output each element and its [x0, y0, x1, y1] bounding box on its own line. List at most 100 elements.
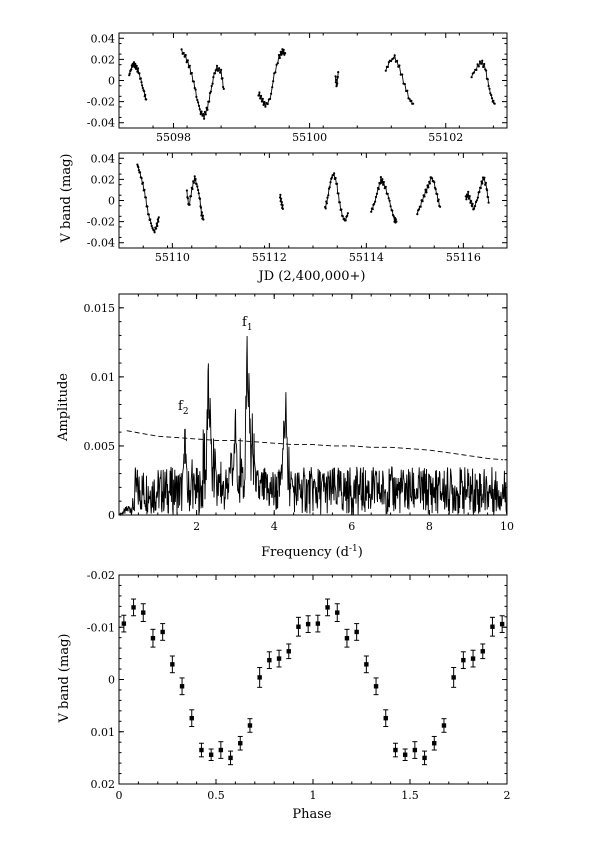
lc1-data-point: [278, 56, 281, 60]
lc1-data-point: [197, 104, 201, 107]
lc2-data-point: [136, 163, 139, 166]
lc1-data-point: [131, 62, 134, 65]
lc1-data-point: [284, 52, 287, 55]
lc2-data-point: [374, 195, 378, 199]
phase-data-point: [335, 610, 340, 615]
peak-label-f1: f1: [242, 315, 253, 333]
lc2-data-point: [479, 186, 482, 190]
phase-data-point: [238, 741, 243, 746]
lc2-data-point: [474, 200, 478, 204]
lc2-data-point: [475, 199, 478, 202]
lc2-data-point: [346, 214, 349, 217]
lc2-data-point: [156, 218, 159, 221]
lc2-xtick-label: 55112: [252, 251, 287, 264]
lc1-data-point: [186, 59, 189, 62]
lc2-data-point: [281, 207, 284, 210]
lc1-data-point: [384, 69, 387, 72]
phase-data-point: [189, 715, 194, 721]
lc2-data-point: [384, 185, 387, 188]
periodogram-xtick-label: 10: [500, 520, 514, 533]
lc2-data-point: [382, 180, 385, 184]
lc2-data-point: [471, 202, 474, 205]
lc1-data-point: [490, 97, 494, 100]
lc2-data-point: [375, 192, 379, 195]
lc2-ytick-label: 0: [108, 195, 115, 208]
lc2-ytick-label: -0.04: [87, 237, 115, 250]
lc1-data-point: [219, 71, 222, 74]
lc1-data-point: [263, 100, 266, 104]
lc2-data-point: [137, 169, 140, 172]
lc1-ytick-label: -0.04: [87, 117, 115, 130]
shared-ylabel-top: V band (mag): [59, 154, 74, 244]
lc1-data-point: [222, 85, 225, 89]
lc1-data-point: [215, 68, 218, 71]
periodogram-ytick-label: 0.01: [91, 371, 116, 384]
lc1-data-point: [478, 60, 481, 63]
lc2-data-point: [464, 195, 467, 198]
lc2-data-point: [280, 201, 283, 204]
lc2-data-point: [200, 211, 203, 214]
lc2-data-point: [334, 176, 337, 180]
lc1-data-point: [259, 97, 262, 100]
phase-xtick-label: 1: [310, 789, 317, 802]
lc2-data-point: [421, 200, 424, 203]
lc2-data-point: [381, 178, 384, 181]
lc2-data-point: [324, 207, 327, 210]
lc2-data-point: [487, 201, 490, 204]
lc2-data-point: [394, 218, 397, 221]
lc1-ytick-label: 0: [108, 75, 115, 88]
lc2-data-point: [198, 197, 202, 200]
lc1-data-point: [196, 98, 199, 102]
lc2-data-point: [484, 183, 487, 186]
phase-xtick-label: 0: [116, 789, 123, 802]
phase-data-point: [179, 684, 185, 689]
lc2-data-point: [338, 201, 341, 204]
lc1-data-point: [482, 65, 485, 69]
lc1-data-point: [472, 71, 476, 74]
lc2-data-point: [196, 185, 199, 188]
lc2-data-point: [467, 197, 470, 200]
lc2-data-point: [337, 192, 340, 195]
lc1-data-point: [205, 106, 208, 109]
lc1-data-point: [470, 76, 473, 79]
lc1-data-point: [336, 82, 339, 85]
lc2-data-point: [487, 196, 490, 199]
lc2-data-point: [156, 224, 159, 228]
phase-data-point: [470, 656, 476, 661]
lc1-data-point: [202, 113, 205, 116]
lc2-data-point: [476, 196, 479, 199]
lc2-data-point: [431, 177, 434, 180]
lc1-data-point: [408, 98, 411, 101]
lc1-data-point: [144, 93, 147, 96]
lc2-data-point: [150, 224, 153, 228]
phase-ytick-label: -0.01: [87, 621, 115, 634]
lc1-data-point: [220, 68, 223, 71]
lc1-xtick-label: 55098: [156, 131, 191, 144]
lc2-data-point: [468, 195, 471, 198]
lc2-data-point: [380, 181, 383, 184]
lc1-data-point: [280, 53, 283, 56]
lc1-data-point: [266, 102, 269, 106]
lc1-data-point: [208, 100, 211, 103]
lc1-data-point: [185, 61, 188, 64]
lc2-data-point: [483, 176, 486, 179]
lc1-data-point: [398, 64, 401, 67]
periodogram-panel: 2 4 6 8 10 0 0.005 0.01 0.015: [84, 293, 514, 533]
lc1-data-point: [128, 72, 131, 75]
lc1-data-point: [489, 92, 492, 95]
phase-data-point: [267, 657, 272, 663]
lc1-data-point: [216, 69, 220, 72]
periodogram-ytick-label: 0.005: [84, 440, 116, 453]
lc2-data-point: [389, 205, 392, 208]
lc2-data-point: [152, 229, 155, 232]
lc1-data-point: [132, 61, 136, 64]
lc1-data-point: [490, 94, 493, 97]
lc1-data-point: [180, 48, 183, 51]
lc2-data-point: [195, 183, 198, 186]
lc2-data-point: [151, 226, 154, 230]
lc1-data-point: [183, 55, 186, 58]
lc1-data-point: [215, 64, 219, 67]
periodogram-ytick-label: 0: [108, 509, 115, 522]
phase-data-point: [490, 624, 495, 629]
lc2-data-point: [197, 188, 200, 192]
